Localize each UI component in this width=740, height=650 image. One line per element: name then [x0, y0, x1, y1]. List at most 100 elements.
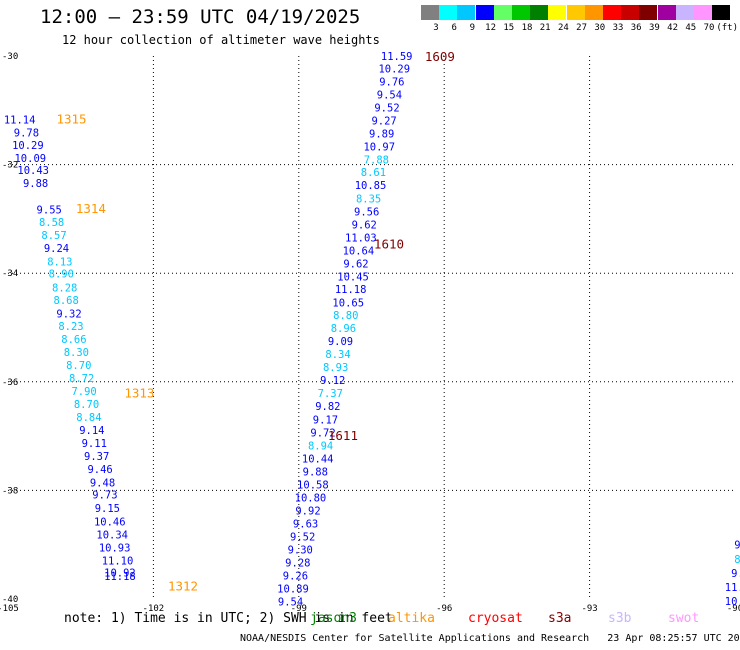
color-scale-label: 6: [451, 23, 457, 33]
wave-height-point: 10.44: [302, 453, 334, 465]
wave-height-point: 11.59: [381, 51, 413, 63]
wave-height-point: 9.17: [313, 414, 338, 426]
wave-height-point: 10.80: [295, 492, 327, 504]
color-swatch: [675, 5, 694, 20]
wave-height-point: 9.09: [328, 336, 353, 348]
color-scale-label: 42: [667, 23, 679, 33]
satellite-legend-s3a: s3a: [548, 611, 572, 626]
wave-height-point: 8.34: [325, 349, 350, 361]
x-tick-label: -93: [581, 604, 597, 614]
y-tick-label: -30: [2, 52, 18, 62]
y-tick-label: -34: [2, 269, 18, 279]
wave-height-point: 10.92: [104, 567, 136, 579]
wave-height-point: 9.24: [44, 243, 69, 255]
wave-height-point: 8.94: [308, 440, 333, 452]
wave-height-point: 8: [734, 554, 740, 566]
pass-time-label: 1313: [124, 386, 154, 401]
wave-height-point: 8.70: [66, 360, 91, 372]
wave-height-point: 9.30: [288, 545, 313, 557]
color-scale-label: 3: [433, 23, 439, 33]
color-swatch: [657, 5, 676, 20]
wave-height-point: 10.29: [12, 140, 44, 152]
wave-height-point: 9.63: [293, 519, 318, 531]
wave-height-point: 9.54: [377, 90, 402, 102]
footer-credit: NOAA/NESDIS Center for Satellite Applica…: [240, 633, 740, 644]
color-scale-label: 18: [521, 23, 533, 33]
color-swatch: [603, 5, 621, 20]
wave-height-point: 9.82: [315, 401, 340, 413]
color-scale-label: 70: [703, 23, 715, 33]
wave-height-point: 9.52: [290, 532, 315, 544]
wave-height-point: 8.58: [39, 217, 64, 229]
wave-height-point: 8.13: [47, 256, 72, 268]
color-swatch: [566, 5, 585, 20]
wave-height-point: 9.62: [343, 258, 368, 270]
color-scale-label: 36: [630, 23, 642, 33]
wave-height-point: 7.37: [318, 388, 343, 400]
pass-time-label: 1611: [328, 428, 358, 443]
wave-height-point: 9.73: [92, 490, 117, 502]
wave-height-point: 9.52: [374, 103, 399, 115]
wave-height-point: 8.30: [64, 347, 89, 359]
color-swatch: [421, 5, 439, 20]
wave-height-point: 9.78: [14, 128, 39, 140]
wave-height-point: 8.68: [54, 295, 79, 307]
color-swatch: [493, 5, 512, 20]
color-scale-label: 12: [485, 23, 497, 33]
satellite-legend-swot: swot: [668, 611, 700, 626]
wave-height-point: 9.55: [37, 205, 62, 217]
chart-subtitle: 12 hour collection of altimeter wave hei…: [62, 33, 380, 47]
color-scale-label: 30: [594, 23, 606, 33]
pass-time-label: 1609: [425, 49, 455, 64]
wave-height-point: 11.03: [345, 232, 377, 244]
wave-height-point: 10.0: [725, 596, 740, 608]
wave-height-point: 9.62: [352, 219, 377, 231]
wave-height-point: 7.88: [364, 155, 389, 167]
wave-height-point: 9.76: [379, 77, 404, 89]
color-scale-label: 24: [557, 23, 569, 33]
pass-time-label: 1315: [56, 111, 86, 126]
wave-height-point: 9.48: [90, 477, 115, 489]
wave-height-point: 9.15: [95, 503, 120, 515]
wave-height-point: 9.88: [23, 178, 48, 190]
wave-height-point: 10.93: [99, 542, 131, 554]
wave-height-point: 8.93: [323, 362, 348, 374]
wave-height-point: 8.66: [61, 334, 86, 346]
color-scale-label: 21: [539, 23, 551, 33]
wave-height-point: 10.43: [17, 165, 49, 177]
wave-height-point: 8.28: [52, 282, 77, 294]
wave-height-point: 10.34: [96, 529, 128, 541]
legend-note: note: 1) Time is in UTC; 2) SWH is in fe…: [64, 611, 393, 626]
wave-height-point: 9.27: [371, 116, 396, 128]
wave-height-point: 9.46: [87, 464, 112, 476]
wave-height-point: 10.64: [343, 245, 375, 257]
wave-height-point: 9.37: [84, 451, 109, 463]
wave-height-point: 10.46: [94, 516, 126, 528]
wave-height-point: 10.97: [363, 142, 395, 154]
wave-height-point: 9.12: [320, 375, 345, 387]
pass-time-label: 1312: [168, 578, 198, 593]
wave-height-point: 10.89: [277, 584, 309, 596]
wave-height-point: 9.88: [303, 466, 328, 478]
wave-height-point: 9.: [731, 568, 740, 580]
y-tick-label: -38: [2, 486, 18, 496]
wave-height-point: 8.61: [361, 167, 386, 179]
wave-height-point: 9.89: [369, 129, 394, 141]
color-swatch: [475, 5, 494, 20]
wave-height-point: 10.09: [14, 153, 46, 165]
color-scale-label: (ft): [716, 23, 739, 33]
color-swatch: [548, 5, 567, 20]
wave-height-point: 9.26: [283, 571, 308, 583]
color-scale-label: 33: [612, 23, 624, 33]
wave-height-point: 8.90: [49, 269, 74, 281]
y-tick-label: -32: [2, 161, 18, 171]
satellite-legend-cryosat: cryosat: [468, 611, 523, 626]
color-swatch: [712, 5, 731, 20]
color-swatch: [457, 5, 476, 20]
wave-height-point: 11.18: [335, 284, 367, 296]
color-scale-label: 39: [648, 23, 660, 33]
color-swatch: [530, 5, 549, 20]
y-tick-label: -40: [2, 595, 18, 605]
wave-height-point: 8.80: [333, 310, 358, 322]
